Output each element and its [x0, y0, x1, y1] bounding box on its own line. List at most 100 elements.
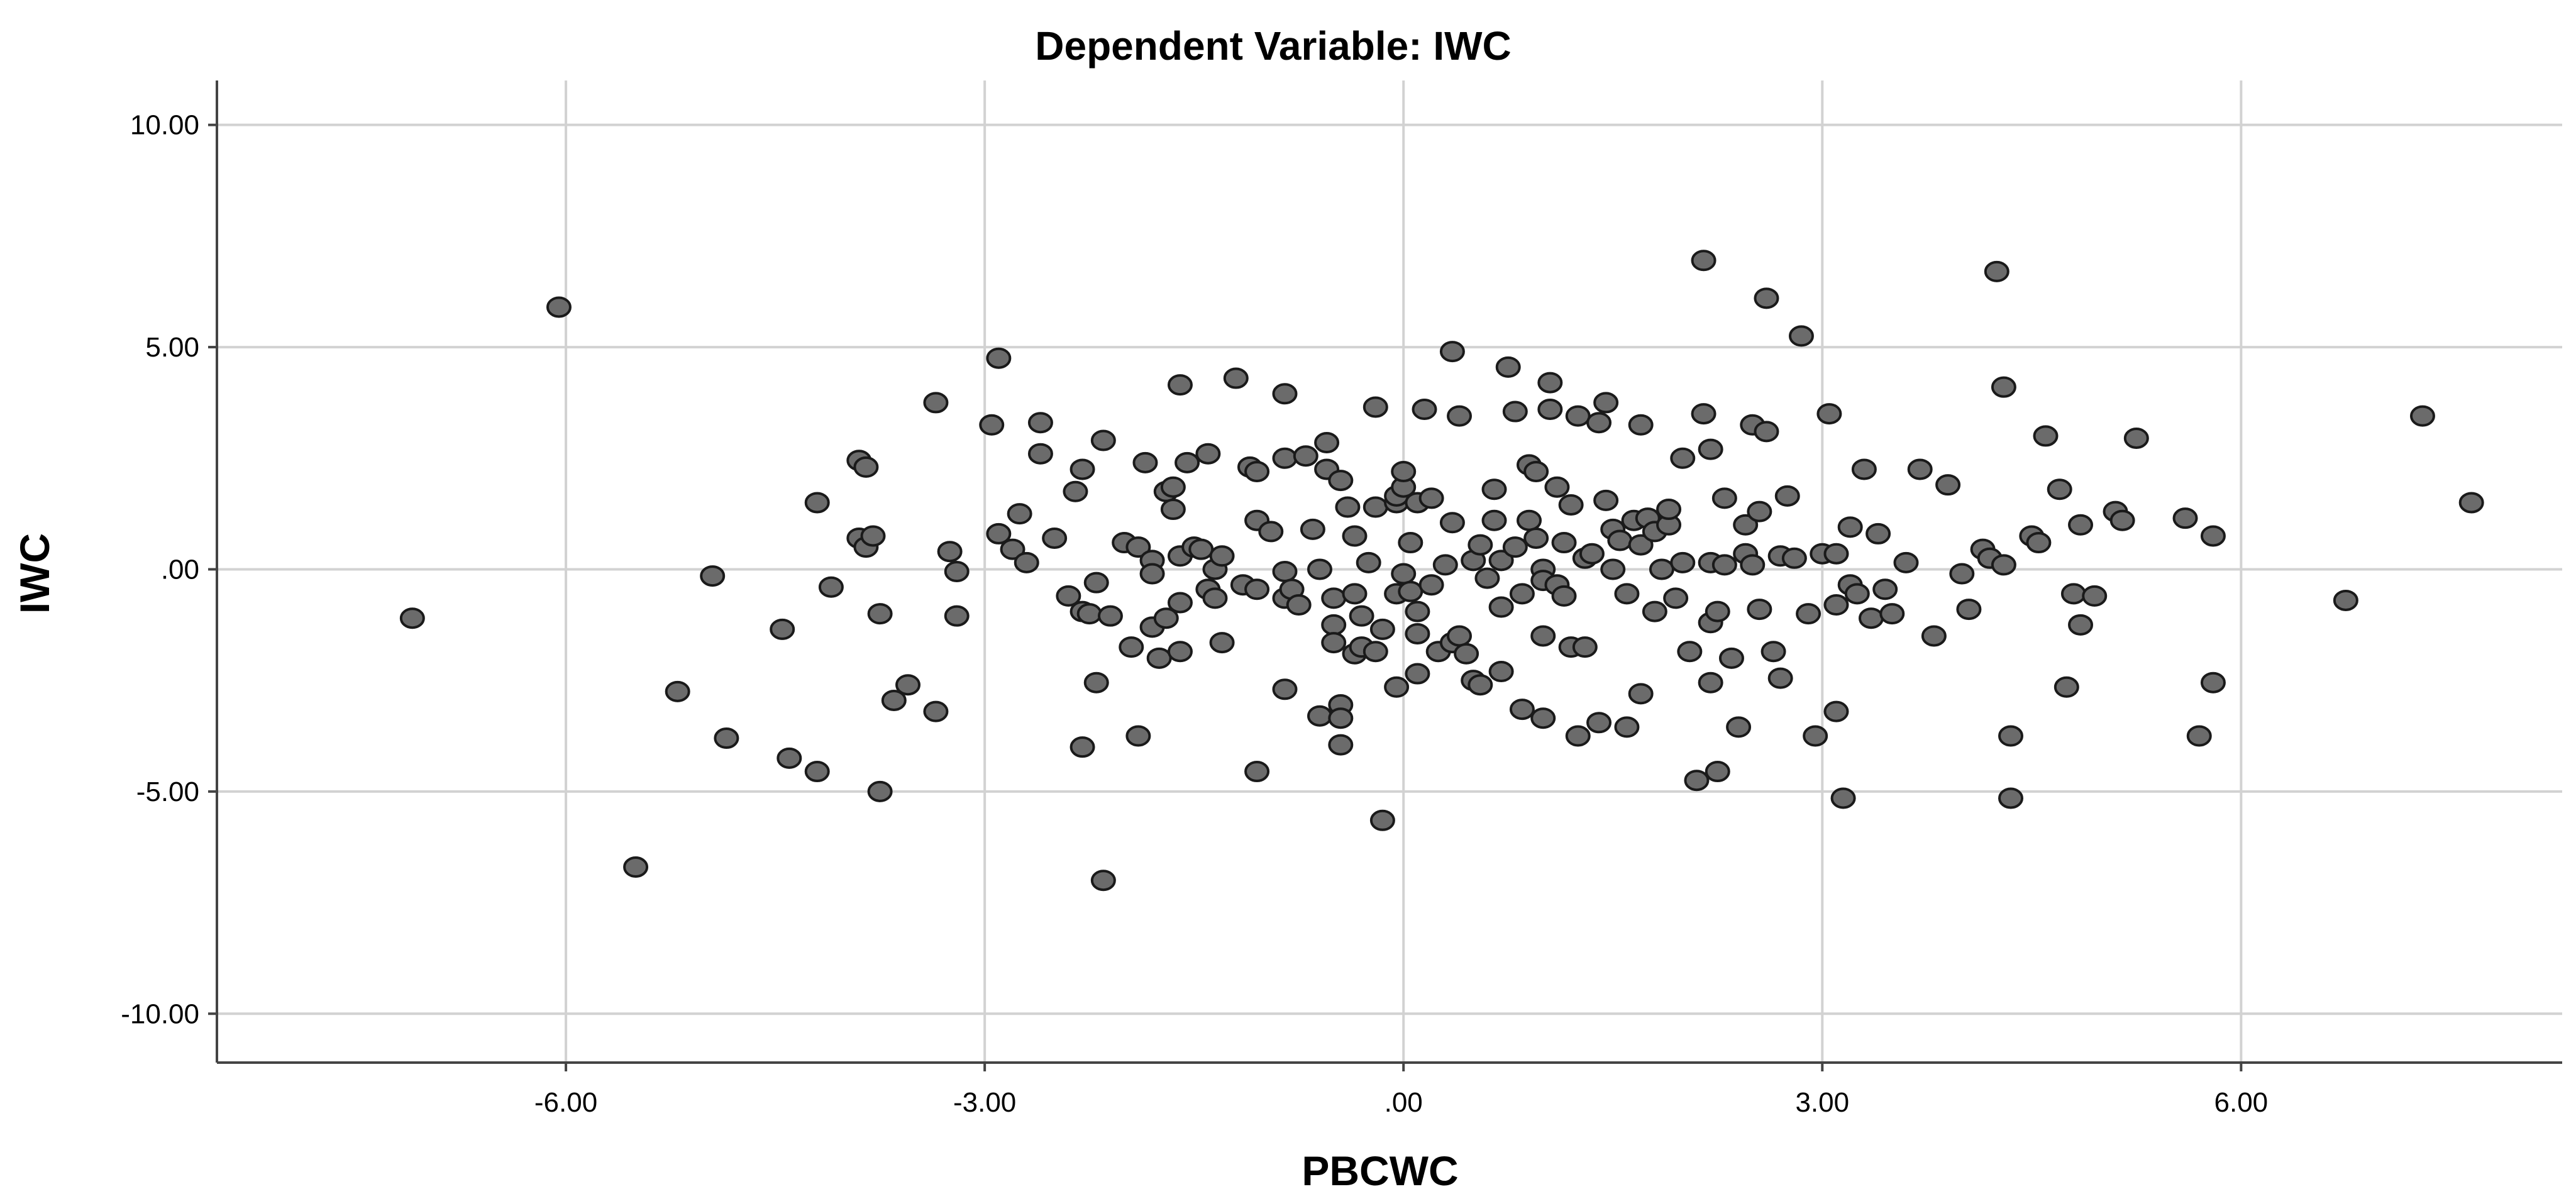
data-point-157 — [1530, 707, 1556, 729]
data-point-70 — [1209, 545, 1235, 567]
data-point-266 — [2333, 589, 2358, 611]
data-point-247 — [1991, 554, 2016, 576]
data-point-22 — [937, 541, 963, 563]
data-point-132 — [1447, 405, 1473, 427]
data-point-61 — [1167, 374, 1193, 396]
data-point-211 — [1747, 500, 1772, 522]
data-point-87 — [1300, 518, 1325, 540]
data-point-267 — [2409, 405, 2435, 427]
data-point-90 — [1314, 432, 1340, 454]
data-point-251 — [2026, 532, 2052, 554]
data-point-149 — [1509, 699, 1535, 721]
data-point-233 — [1858, 607, 1884, 629]
data-point-194 — [1684, 770, 1710, 792]
data-point-268 — [2458, 492, 2484, 514]
data-point-42 — [1090, 429, 1116, 451]
data-point-23 — [944, 561, 970, 582]
data-point-56 — [1160, 476, 1186, 498]
data-point-241 — [1949, 563, 1975, 585]
data-point-231 — [1844, 583, 1870, 605]
data-point-214 — [1754, 421, 1779, 443]
data-point-148 — [1509, 583, 1535, 605]
data-point-182 — [1628, 534, 1654, 556]
data-point-158 — [1537, 399, 1563, 421]
data-point-46 — [1119, 636, 1144, 658]
data-point-147 — [1502, 536, 1528, 558]
data-point-35 — [1063, 480, 1088, 502]
data-point-128 — [1432, 554, 1458, 576]
data-point-79 — [1272, 383, 1298, 405]
y-tick-label-1: -5.00 — [136, 777, 199, 807]
data-point-212 — [1747, 599, 1772, 621]
data-point-162 — [1551, 532, 1577, 554]
data-point-57 — [1160, 499, 1186, 521]
data-point-236 — [1879, 603, 1905, 625]
data-point-118 — [1398, 532, 1423, 554]
data-point-107 — [1363, 496, 1388, 518]
data-point-43 — [1090, 870, 1116, 892]
x-tick-label-3: 3.00 — [1795, 1087, 1849, 1118]
data-point-226 — [1823, 594, 1849, 616]
data-point-181 — [1628, 414, 1654, 436]
data-point-204 — [1711, 554, 1737, 576]
data-point-246 — [1991, 376, 2016, 398]
data-point-33 — [1042, 527, 1068, 549]
data-point-117 — [1391, 563, 1417, 585]
data-point-210 — [1740, 554, 1766, 576]
data-point-124 — [1412, 399, 1437, 421]
data-point-205 — [1718, 647, 1744, 669]
data-point-138 — [1468, 674, 1493, 696]
data-point-254 — [2054, 676, 2079, 698]
data-point-25 — [979, 414, 1005, 436]
data-point-74 — [1244, 460, 1270, 482]
y-tick-label-2: .00 — [161, 554, 199, 585]
data-point-257 — [2068, 514, 2094, 536]
data-point-215 — [1761, 641, 1786, 663]
data-point-125 — [1418, 487, 1444, 509]
data-point-31 — [1027, 443, 1053, 465]
data-point-167 — [1565, 725, 1591, 747]
data-point-29 — [1007, 503, 1032, 525]
data-point-36 — [1070, 458, 1095, 480]
data-points — [399, 250, 2484, 892]
data-point-174 — [1593, 489, 1619, 511]
data-point-139 — [1474, 567, 1500, 589]
data-point-6 — [770, 618, 795, 640]
data-point-8 — [804, 492, 830, 514]
data-point-248 — [1998, 725, 2024, 747]
data-point-101 — [1342, 583, 1368, 605]
data-point-220 — [1788, 325, 1814, 347]
data-point-171 — [1586, 412, 1612, 434]
data-point-217 — [1767, 667, 1793, 689]
data-point-126 — [1418, 574, 1444, 596]
data-point-12 — [853, 456, 879, 478]
data-point-169 — [1572, 636, 1598, 658]
data-point-89 — [1307, 705, 1332, 727]
data-point-260 — [2109, 509, 2135, 531]
data-point-18 — [881, 689, 907, 711]
data-point-106 — [1363, 396, 1388, 418]
data-point-88 — [1307, 558, 1332, 580]
data-point-24 — [944, 605, 970, 627]
data-point-258 — [2082, 585, 2108, 607]
data-point-240 — [1935, 474, 1961, 496]
data-point-62 — [1175, 451, 1200, 473]
data-point-113 — [1384, 676, 1410, 698]
data-point-224 — [1816, 403, 1842, 425]
data-point-163 — [1551, 585, 1577, 607]
x-axis-label: PBCWC — [1302, 1147, 1458, 1194]
data-point-202 — [1705, 600, 1730, 622]
data-point-71 — [1223, 367, 1249, 389]
y-tick-label-4: 10.00 — [130, 110, 199, 141]
data-point-208 — [1733, 514, 1759, 536]
data-point-263 — [2186, 725, 2212, 747]
data-point-44 — [1097, 605, 1123, 627]
data-point-177 — [1607, 529, 1633, 551]
data-point-3 — [665, 680, 690, 702]
data-point-159 — [1537, 372, 1563, 394]
data-point-151 — [1517, 509, 1542, 531]
data-point-98 — [1328, 734, 1354, 756]
data-point-55 — [1153, 607, 1179, 629]
data-point-255 — [2060, 583, 2086, 605]
data-point-77 — [1244, 761, 1270, 783]
